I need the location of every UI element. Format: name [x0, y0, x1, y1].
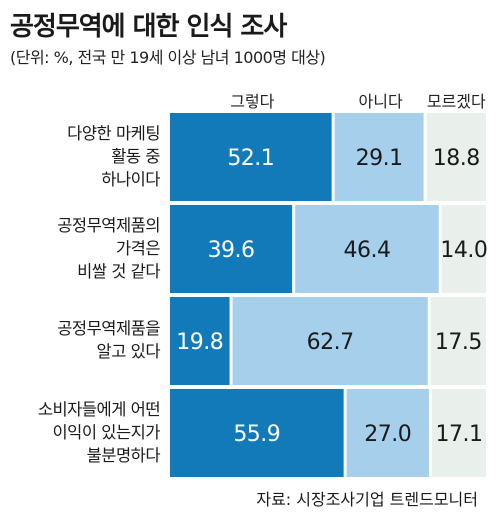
category-label-line: 소비자들에게 어떤: [37, 399, 161, 419]
bar-value-label: 55.9: [233, 422, 280, 447]
category-label-line: 이익이 있는지가: [52, 422, 160, 442]
bar-segment: [232, 297, 428, 385]
chart-title: 공정무역에 대한 인식 조사: [10, 12, 287, 42]
category-label-line: 비쌀 것 같다: [77, 261, 160, 281]
category-label-line: 알고 있다: [96, 342, 161, 361]
bar-value-label: 18.8: [433, 146, 480, 171]
category-label-line: 불분명하다: [86, 445, 161, 465]
bar-value-label: 19.8: [176, 330, 223, 355]
category-label-line: 공정무역제품의: [57, 215, 160, 235]
legend-item-2: 아니다: [358, 92, 403, 111]
bar-value-label: 62.7: [307, 330, 354, 355]
bar-value-label: 46.4: [343, 238, 390, 263]
bar-segment: [441, 205, 486, 293]
bar-segment: [430, 297, 486, 385]
bar-value-label: 14.0: [440, 238, 487, 263]
legend-item-3: 모르겠다: [426, 92, 486, 111]
category-label-line: 가격은: [115, 238, 161, 258]
bar-segment: [431, 389, 486, 477]
bar-segment: [346, 389, 429, 477]
bar-segment: [170, 389, 344, 477]
bar-value-label: 27.0: [364, 422, 411, 447]
bar-segment: [170, 297, 230, 385]
bar-segment: [170, 205, 293, 293]
bar-value-label: 52.1: [227, 146, 274, 171]
bar-value-label: 29.1: [356, 146, 403, 171]
bar-segment: [295, 205, 439, 293]
bar-value-label: 39.6: [208, 238, 255, 263]
bar-value-label: 17.5: [435, 330, 482, 355]
category-label-line: 다양한 마케팅: [67, 123, 160, 143]
bar-segment: [334, 113, 424, 201]
category-label-line: 하나이다: [101, 169, 160, 189]
category-label-line: 활동 중: [111, 146, 160, 166]
source-note: 자료: 시장조사기업 트렌드모니터: [256, 490, 478, 509]
category-label-line: 공정무역제품을: [57, 319, 160, 338]
bar-value-label: 17.1: [435, 422, 482, 447]
bar-segment: [170, 113, 332, 201]
chart-subtitle: (단위: %, 전국 만 19세 이상 남녀 1000명 대상): [10, 48, 326, 67]
bar-segment: [426, 113, 486, 201]
legend-item-1: 그렇다: [230, 92, 275, 111]
